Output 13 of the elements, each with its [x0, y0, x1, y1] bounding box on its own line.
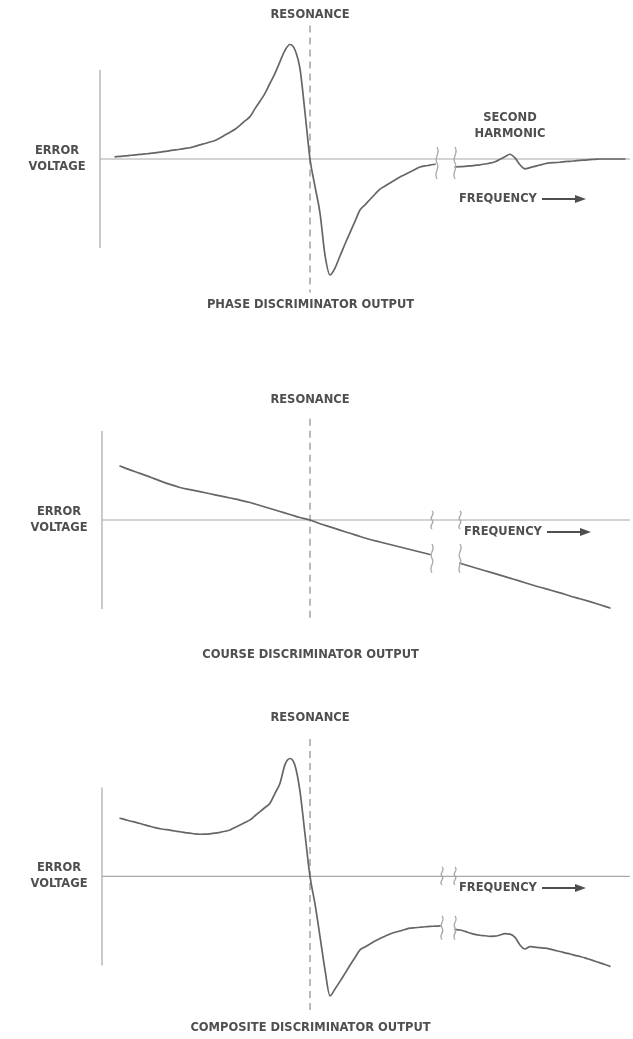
- text: RESONANCE: [270, 392, 350, 407]
- y-axis-title: ERROR VOLTAGE: [30, 503, 88, 534]
- text: RESONANCE: [270, 710, 350, 725]
- x-axis-title: FREQUENCY: [459, 190, 538, 205]
- x-axis-title: FREQUENCY: [464, 523, 543, 538]
- y-axis-title: ERROR VOLTAGE: [28, 142, 86, 173]
- y-axis-title: ERROR VOLTAGE: [30, 860, 88, 891]
- text: COMPOSITE DISCRIMINATOR OUTPUT: [190, 1019, 431, 1034]
- text: PHASE DISCRIMINATOR OUTPUT: [206, 296, 415, 311]
- x-axis-title: FREQUENCY: [459, 880, 538, 895]
- annotation: SECOND HARMONIC: [474, 110, 546, 141]
- text: COURSE DISCRIMINATOR OUTPUT: [202, 646, 419, 661]
- text: RESONANCE: [270, 6, 350, 21]
